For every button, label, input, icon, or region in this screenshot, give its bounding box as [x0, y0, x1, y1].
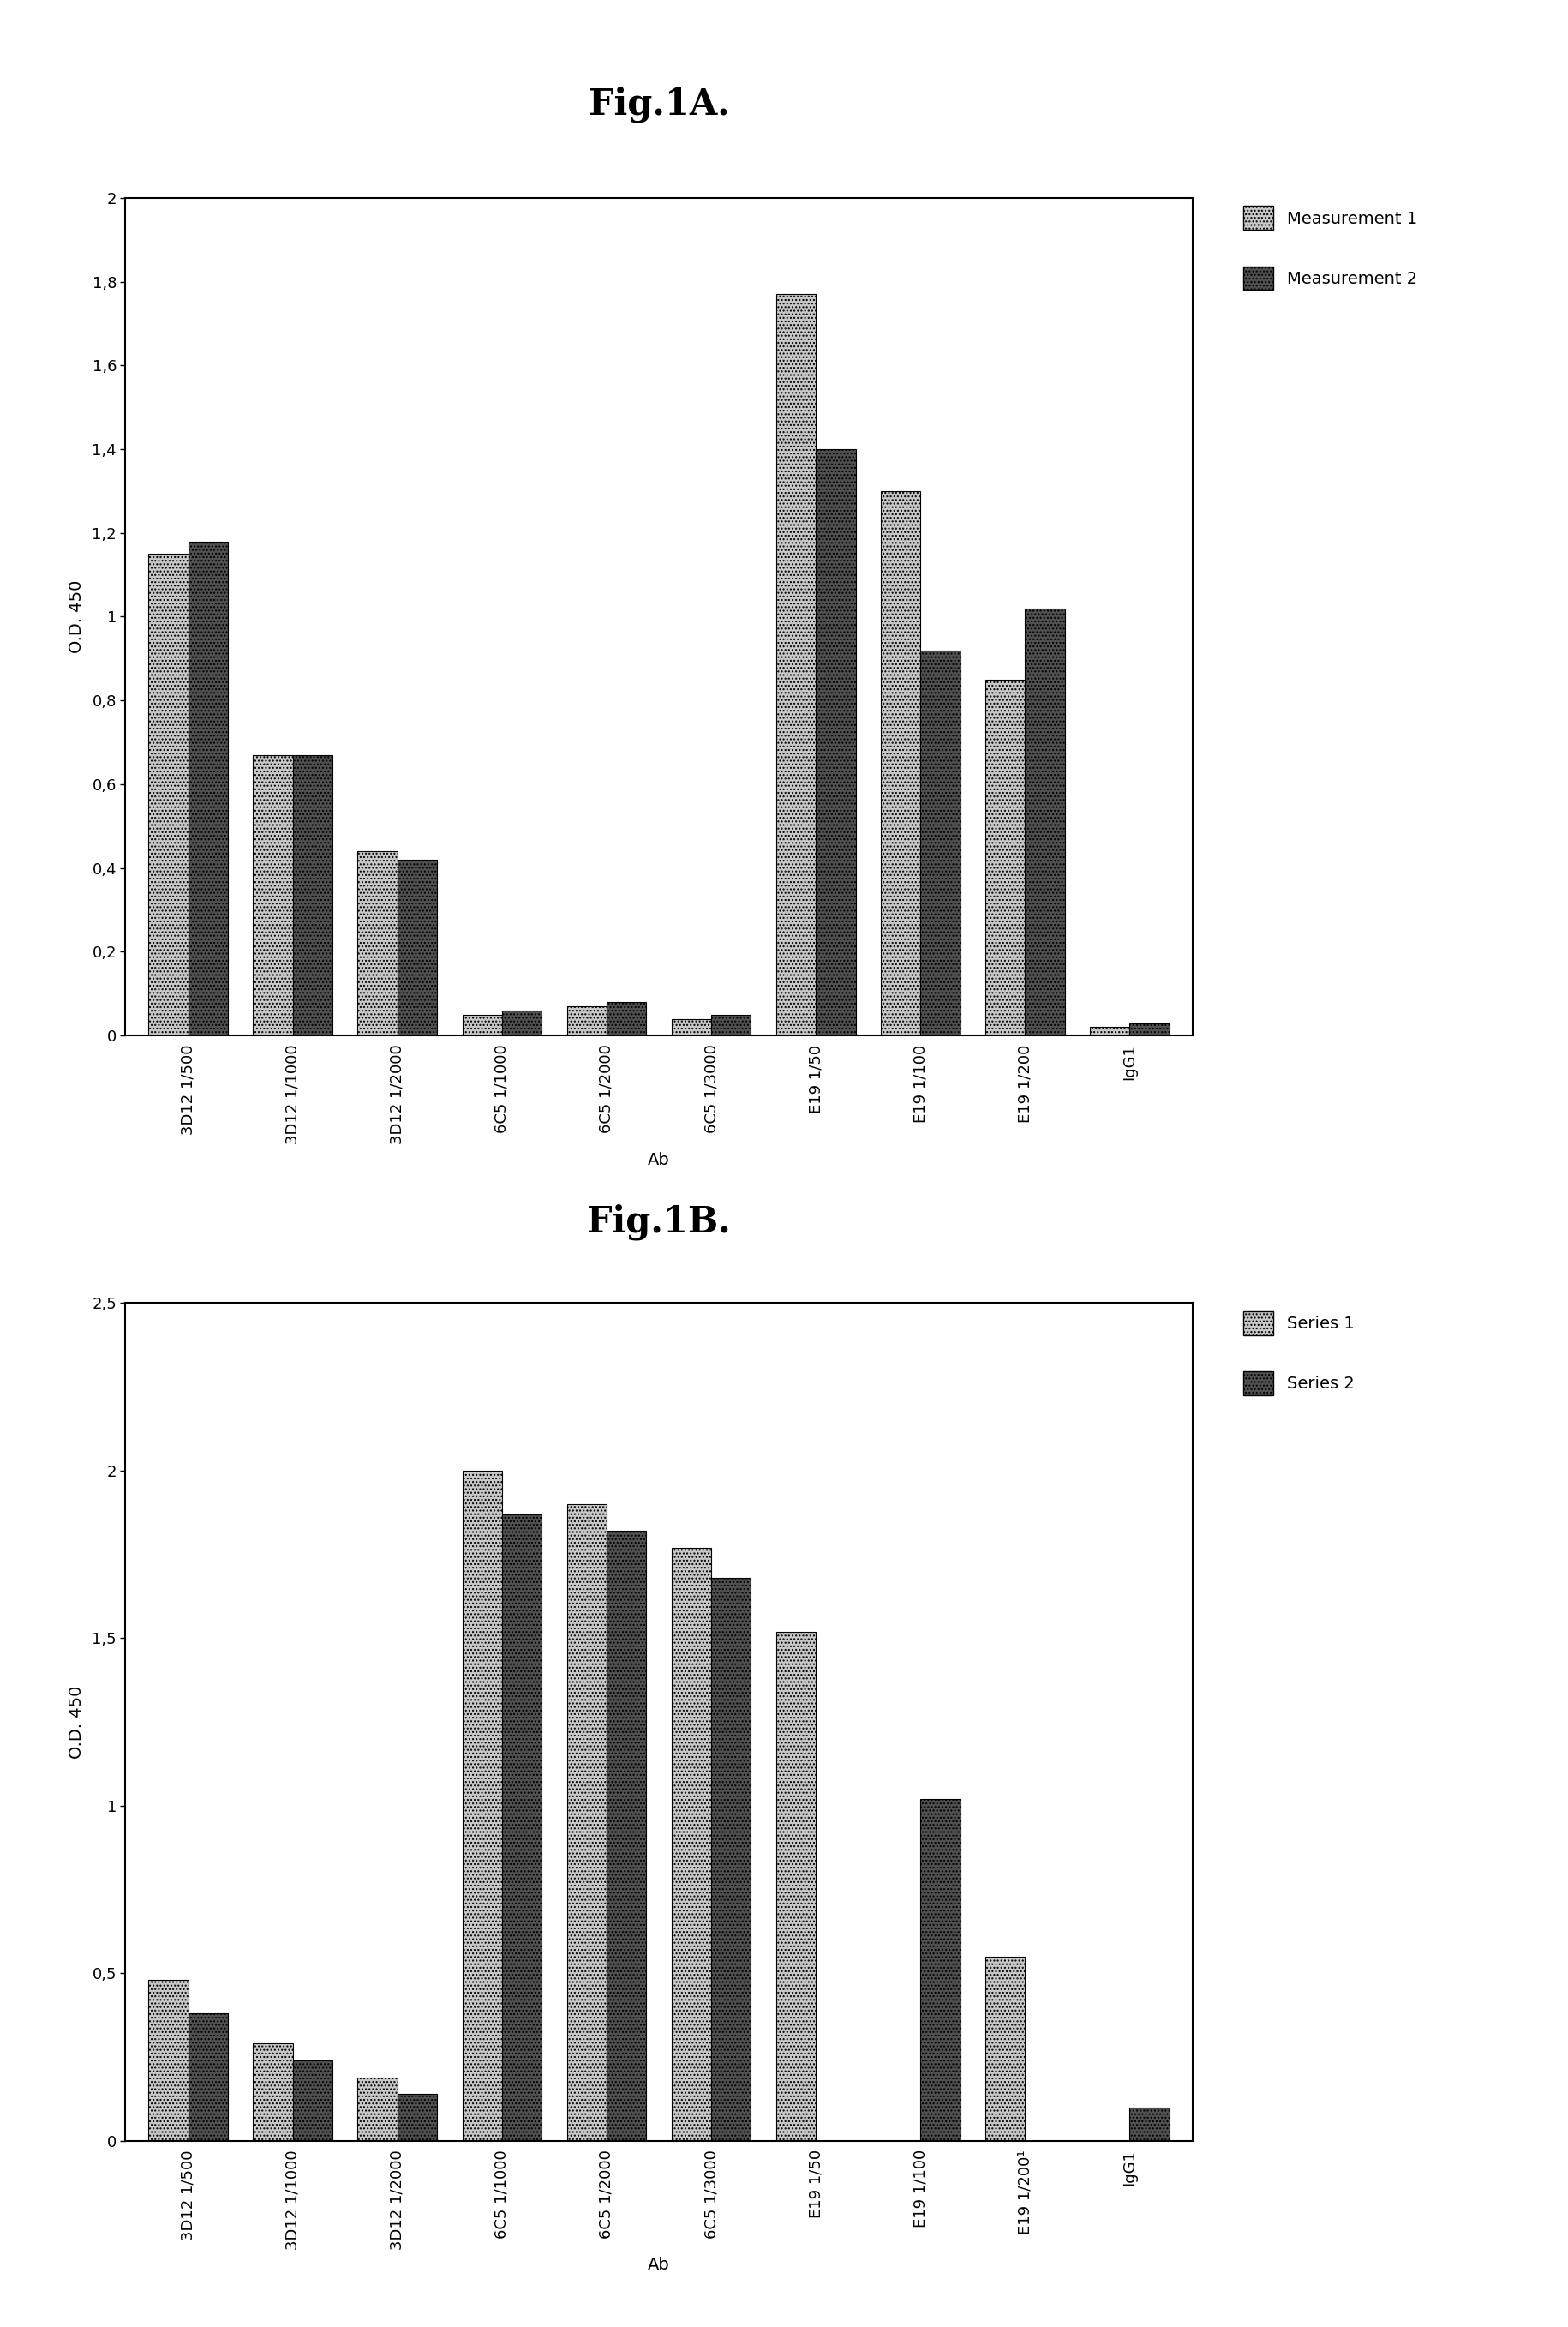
X-axis label: Ab: Ab	[648, 2257, 670, 2273]
Bar	[502, 1010, 541, 1036]
Bar	[710, 1015, 751, 1036]
Bar	[985, 679, 1024, 1036]
Bar	[188, 542, 227, 1036]
Bar	[188, 2013, 227, 2141]
Bar	[1024, 607, 1065, 1036]
Text: Fig.1B.: Fig.1B.	[586, 1203, 731, 1240]
Bar	[397, 2094, 437, 2141]
Bar	[397, 859, 437, 1036]
Bar	[776, 293, 815, 1036]
Bar	[566, 1503, 607, 2141]
Y-axis label: O.D. 450: O.D. 450	[69, 1685, 85, 1759]
X-axis label: Ab: Ab	[648, 1152, 670, 1168]
Y-axis label: O.D. 450: O.D. 450	[69, 579, 85, 654]
Text: Fig.1A.: Fig.1A.	[588, 86, 729, 123]
Bar	[293, 754, 332, 1036]
Bar	[607, 1003, 646, 1036]
Bar	[1090, 1026, 1129, 1036]
Bar	[1129, 2108, 1168, 2141]
Bar	[293, 2059, 332, 2141]
Bar	[252, 754, 293, 1036]
Legend: Series 1, Series 2: Series 1, Series 2	[1243, 1312, 1353, 1396]
Bar	[1129, 1024, 1168, 1036]
Bar	[607, 1531, 646, 2141]
Bar	[671, 1019, 710, 1036]
Bar	[880, 491, 920, 1036]
Bar	[710, 1578, 751, 2141]
Bar	[920, 1799, 960, 2141]
Bar	[358, 852, 397, 1036]
Bar	[920, 649, 960, 1036]
Bar	[463, 1015, 502, 1036]
Bar	[776, 1631, 815, 2141]
Bar	[149, 554, 188, 1036]
Bar	[815, 449, 855, 1036]
Bar	[985, 1957, 1024, 2141]
Bar	[358, 2078, 397, 2141]
Bar	[252, 2043, 293, 2141]
Bar	[566, 1005, 607, 1036]
Bar	[502, 1515, 541, 2141]
Bar	[149, 1980, 188, 2141]
Bar	[671, 1547, 710, 2141]
Bar	[463, 1471, 502, 2141]
Legend: Measurement 1, Measurement 2: Measurement 1, Measurement 2	[1243, 207, 1416, 291]
